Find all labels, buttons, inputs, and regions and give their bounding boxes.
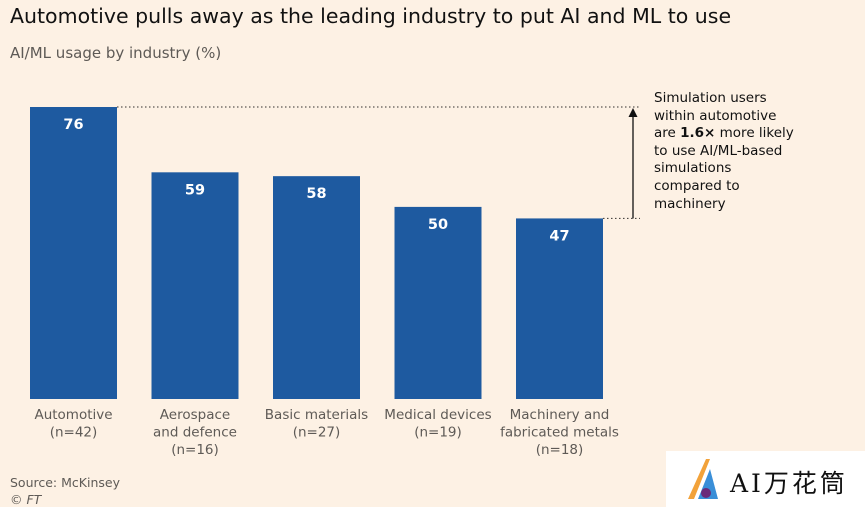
bar-0 [30, 107, 117, 399]
arrow-head-icon [628, 108, 638, 117]
category-label-1-1: and defence [153, 425, 237, 441]
category-label-2-0: Basic materials [265, 407, 368, 423]
category-label-4-1: fabricated metals [500, 425, 619, 441]
bar-2 [273, 176, 360, 399]
bar-value-label-3: 50 [428, 217, 448, 233]
watermark: AI万花筒 [666, 451, 865, 507]
category-label-4-0: Machinery and [510, 407, 610, 423]
category-label-0-0: Automotive [34, 407, 112, 423]
bar-value-labels: 76 59 58 50 47 [63, 117, 569, 244]
comparison-arrow [628, 108, 638, 219]
category-label-2-1: (n=27) [293, 425, 341, 441]
bar-value-label-2: 58 [306, 186, 326, 202]
category-label-0-1: (n=42) [50, 425, 98, 441]
bar-value-label-4: 47 [549, 228, 569, 244]
watermark-text: AI万花筒 [730, 469, 848, 498]
reference-lines [117, 106, 640, 219]
category-label-4-2: (n=18) [536, 442, 584, 458]
bar-value-label-1: 59 [185, 182, 205, 198]
watermark-logo-icon [688, 459, 718, 499]
bar-1 [151, 172, 239, 399]
source-note: Source: McKinsey [10, 475, 120, 490]
annotation-highlight: 1.6× [680, 125, 716, 142]
category-label-3-1: (n=19) [414, 425, 462, 441]
bars [30, 107, 603, 399]
bar-3 [394, 206, 482, 399]
chart-subtitle: AI/ML usage by industry (%) [10, 44, 222, 62]
category-label-3-0: Medical devices [384, 407, 491, 423]
category-label-1-0: Aerospace [160, 407, 230, 423]
chart-title: Automotive pulls away as the leading ind… [10, 4, 732, 28]
bar-value-label-0: 76 [63, 117, 83, 133]
annotation-line2: more likely to use AI/ML-based simulatio… [654, 125, 794, 212]
annotation-line1: Simulation users within automotive are [654, 90, 777, 142]
annotation-text: Simulation users within automotive are 1… [654, 90, 794, 213]
bar-4 [516, 218, 603, 399]
copyright-note: © FT [10, 492, 42, 507]
category-label-1-2: (n=16) [171, 442, 219, 458]
